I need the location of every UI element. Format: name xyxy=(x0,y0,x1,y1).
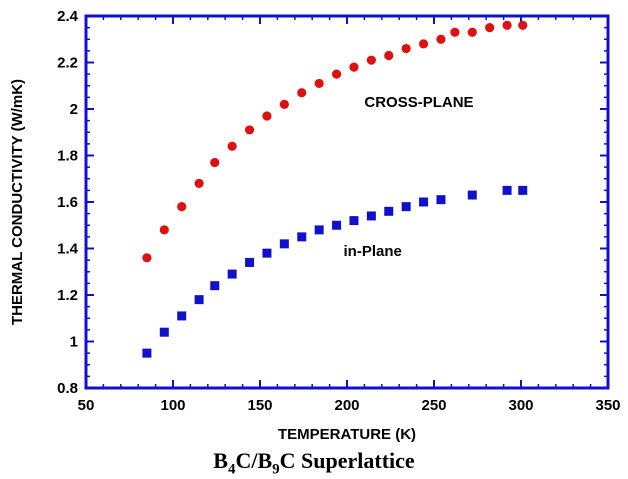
in-plane-point xyxy=(419,197,429,207)
cross-plane-point xyxy=(210,157,220,168)
x-tick-label: 50 xyxy=(78,397,95,414)
in-plane-point xyxy=(210,281,220,291)
caption-subscript-1: 4 xyxy=(227,461,236,478)
cross-plane-point xyxy=(244,125,255,135)
series-label-in-plane: in-Plane xyxy=(344,243,402,260)
y-tick-label: 2.4 xyxy=(57,8,79,25)
in-plane-point xyxy=(384,206,394,216)
in-plane-point xyxy=(314,225,324,235)
cross-plane-point xyxy=(227,141,237,151)
in-plane-point xyxy=(245,257,255,267)
in-plane-point xyxy=(227,269,237,279)
y-tick-label: 2 xyxy=(70,101,78,118)
in-plane-point xyxy=(159,327,169,337)
cross-plane-point xyxy=(297,88,307,98)
cross-plane-point xyxy=(262,111,272,121)
x-tick-label: 250 xyxy=(421,397,446,414)
x-tick-label: 200 xyxy=(334,397,359,414)
cross-plane-point xyxy=(331,69,342,79)
tick-layer: 50 100 150 200 250 300 350 0.8 1 1.2 1.4 1.6 1.8 2 2.2… xyxy=(57,8,620,414)
in-plane-point xyxy=(177,311,187,321)
x-tick-label: 100 xyxy=(160,397,185,414)
cross-plane-point xyxy=(159,225,169,235)
cross-plane-point xyxy=(142,253,152,263)
cross-plane-point xyxy=(194,178,204,188)
in-plane-point xyxy=(366,211,376,221)
x-axis-label: TEMPERATURE (K) xyxy=(278,426,416,443)
in-plane-point xyxy=(401,202,411,212)
cross-plane-point xyxy=(450,27,460,37)
caption-part-2: C/B xyxy=(235,448,273,473)
in-plane-point xyxy=(279,239,289,249)
y-tick-label: 1.4 xyxy=(57,241,79,258)
cross-plane-point xyxy=(467,27,477,37)
cross-plane-point xyxy=(384,50,394,61)
cross-plane-point xyxy=(485,23,495,33)
y-tick-label: 1.8 xyxy=(57,148,78,165)
x-tick-label: 150 xyxy=(247,397,272,414)
caption-part-1: B xyxy=(213,448,228,473)
cross-plane-point xyxy=(349,62,359,72)
cross-plane-point xyxy=(314,78,324,89)
y-tick-label: 0.8 xyxy=(57,380,78,397)
cross-plane-point xyxy=(436,34,446,44)
x-tick-label: 350 xyxy=(595,397,620,414)
y-tick-label: 1.2 xyxy=(57,287,78,304)
in-plane-point xyxy=(194,295,204,305)
in-plane-point xyxy=(502,185,512,195)
in-plane-point xyxy=(467,190,477,200)
cross-plane-point xyxy=(366,55,376,65)
in-plane-point xyxy=(518,185,528,195)
plot-frame xyxy=(84,14,610,390)
cross-plane-point xyxy=(177,202,187,212)
figure-caption: B4C/B9C Superlattice xyxy=(0,448,628,478)
in-plane-point xyxy=(332,220,342,230)
in-plane-point xyxy=(297,232,307,242)
data-points xyxy=(142,20,528,358)
y-tick-label: 1 xyxy=(70,334,78,351)
cross-plane-point xyxy=(401,43,411,54)
in-plane-point xyxy=(142,348,152,358)
y-tick-label: 2.2 xyxy=(57,55,78,72)
x-tick-label: 300 xyxy=(508,397,533,414)
in-plane-point xyxy=(262,248,272,258)
cross-plane-point xyxy=(518,20,528,30)
caption-part-3: C Superlattice xyxy=(279,448,415,473)
cross-plane-point xyxy=(502,20,512,30)
cross-plane-point xyxy=(279,99,289,109)
in-plane-point xyxy=(349,216,359,226)
y-axis-label: THERMAL CONDUCTIVITY (W/mK) xyxy=(9,79,26,325)
cross-plane-point xyxy=(418,39,429,49)
y-tick-label: 1.6 xyxy=(57,194,78,211)
in-plane-point xyxy=(436,195,446,205)
series-label-cross-plane: CROSS-PLANE xyxy=(364,94,473,111)
caption-subscript-2: 9 xyxy=(272,461,280,478)
